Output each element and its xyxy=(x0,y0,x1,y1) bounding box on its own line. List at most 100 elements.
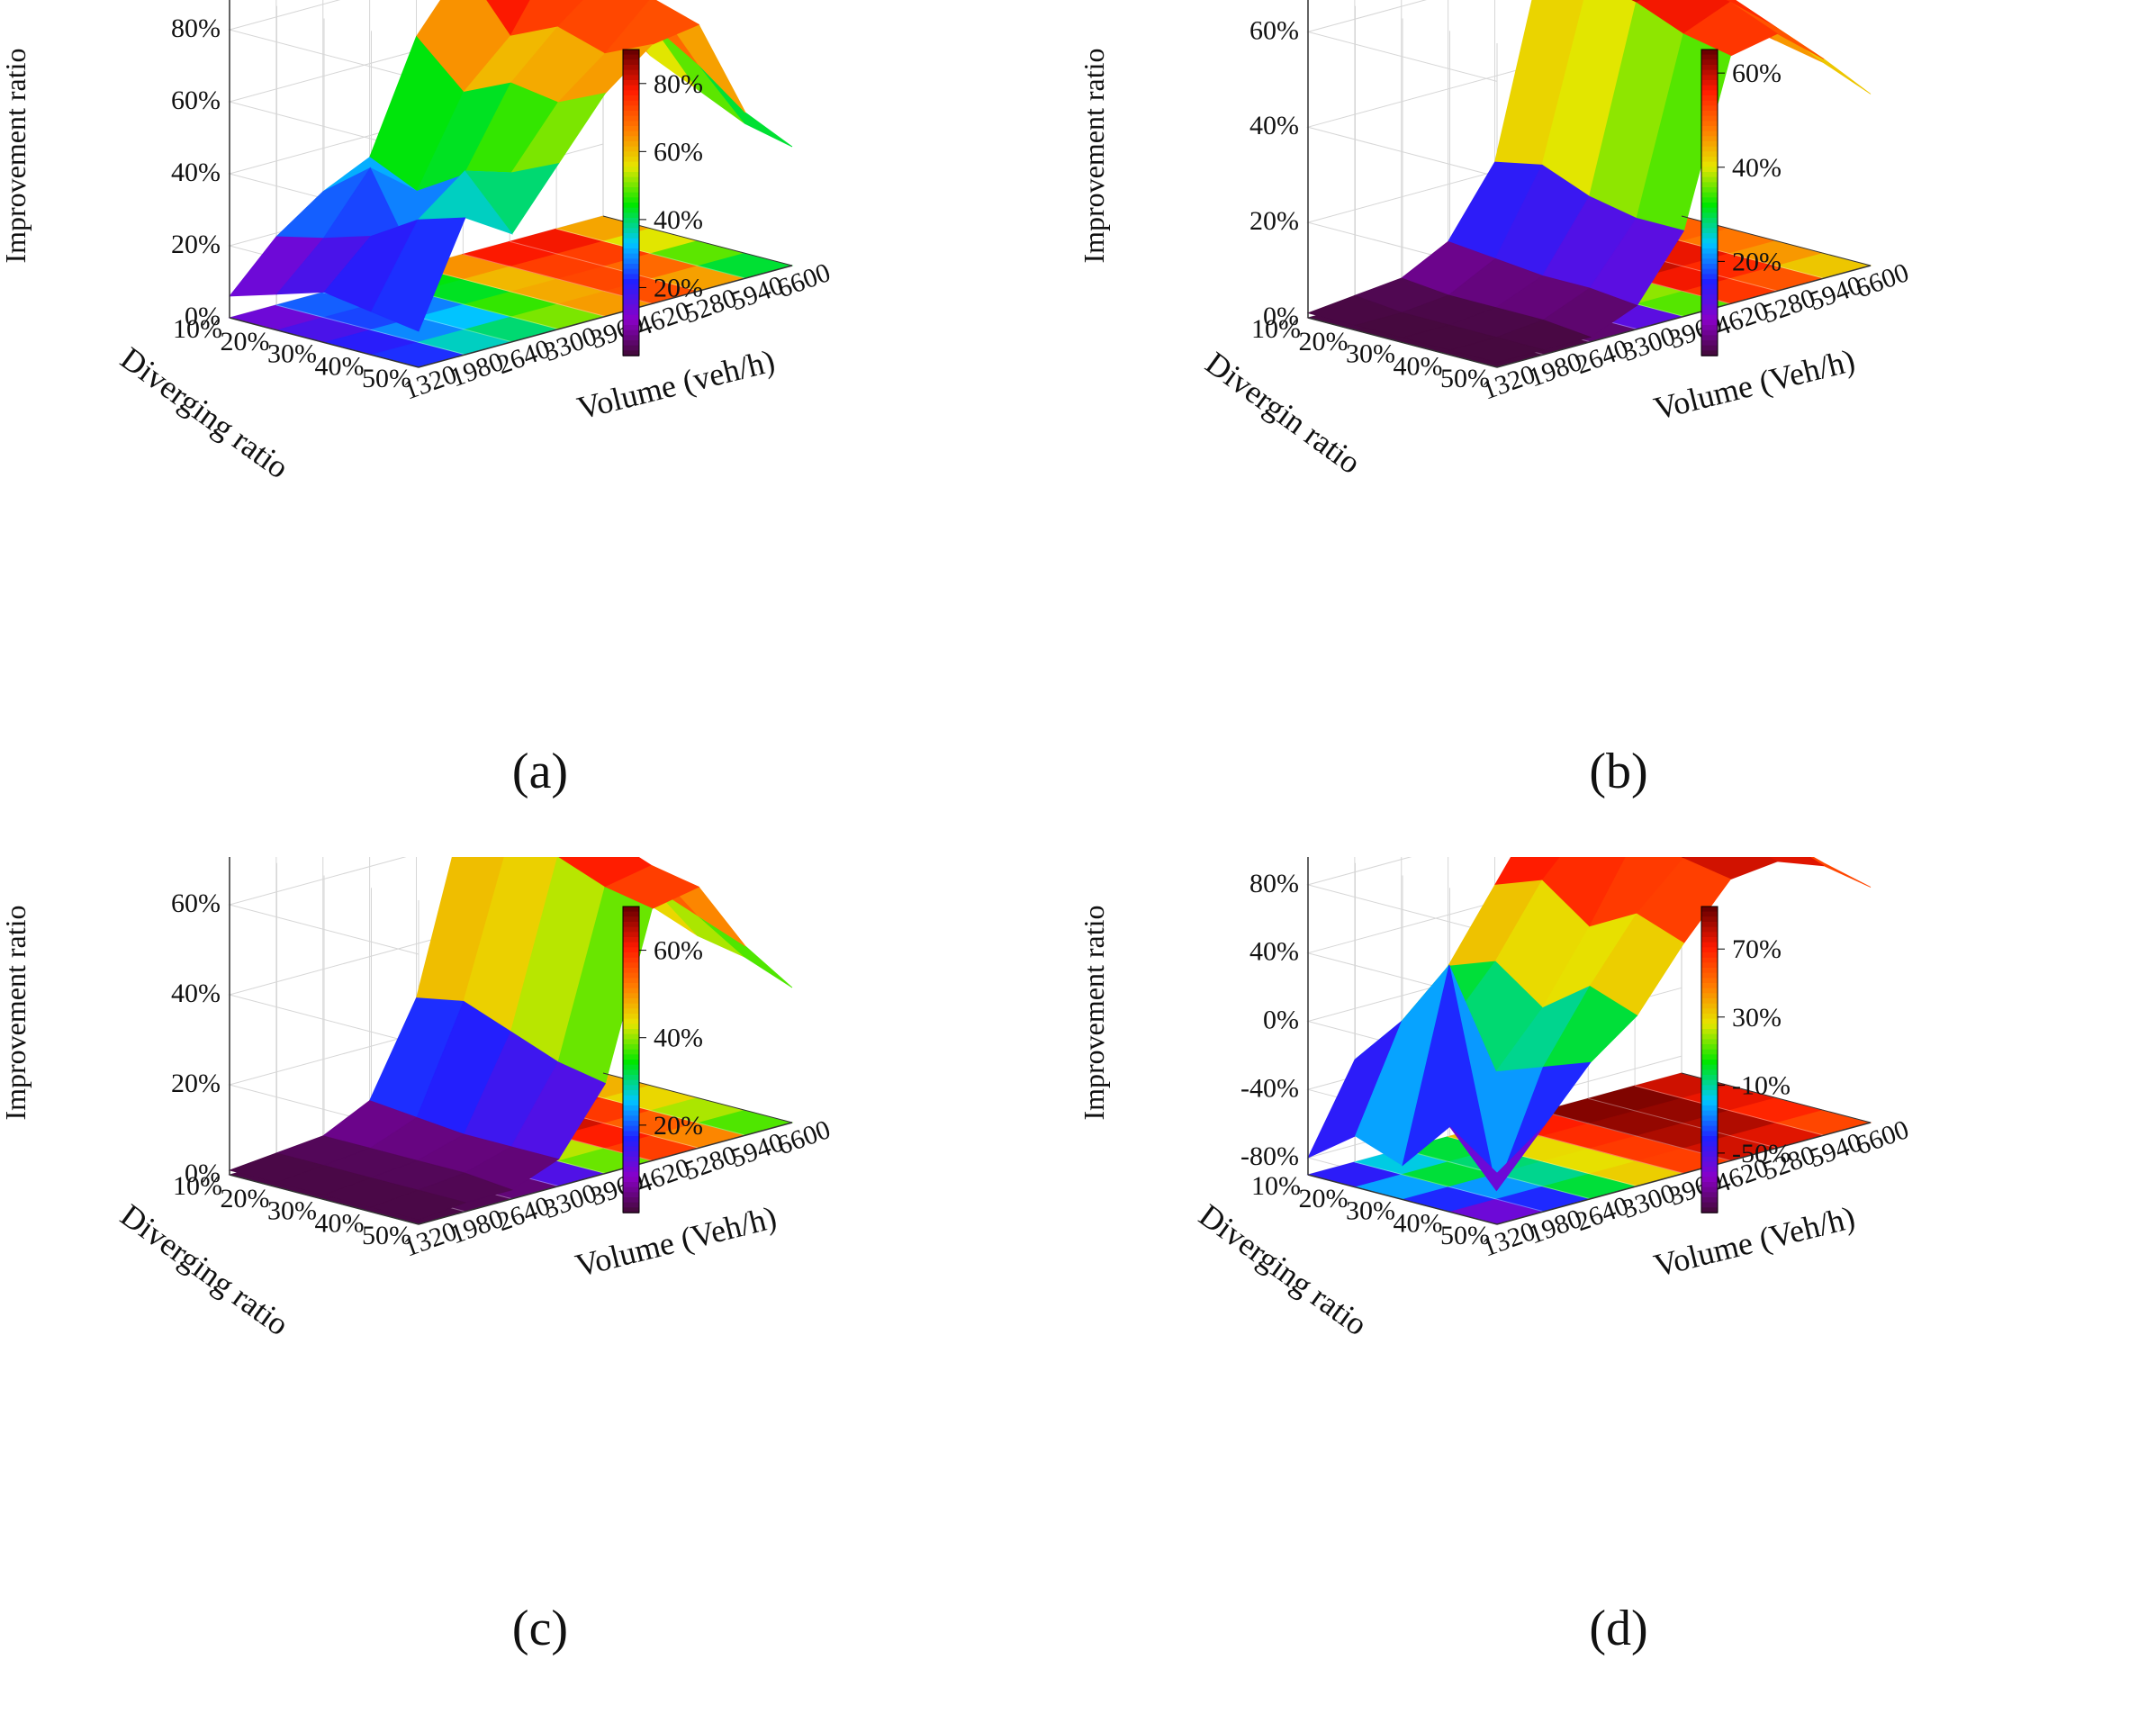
colorbar-frame xyxy=(1700,906,1718,1213)
colorbar-segment xyxy=(1701,203,1718,209)
colorbar-segment xyxy=(623,1060,639,1066)
colorbar-segment xyxy=(1701,335,1718,341)
colorbar-segment xyxy=(623,90,639,96)
z-axis-title: Improvement ratio xyxy=(1078,905,1110,1120)
colorbar-frame xyxy=(622,49,640,356)
colorbar-segment xyxy=(623,942,639,949)
floor-gridline xyxy=(555,228,746,279)
colorbar-segment xyxy=(1701,157,1718,163)
surface xyxy=(1307,857,1872,1193)
colorbar-segment xyxy=(623,182,639,188)
surface-cell xyxy=(1629,0,1643,4)
colorbar-segment xyxy=(623,151,639,158)
colorbar-segment xyxy=(1701,998,1718,1005)
colorbar-frame xyxy=(1700,49,1718,356)
colorbar-segment xyxy=(623,161,639,168)
colorbar-segment xyxy=(623,274,639,280)
colorbar-segment xyxy=(623,1049,639,1056)
colorbar-frame xyxy=(622,906,640,1213)
colorbar-segment xyxy=(1701,172,1718,178)
colorbar-segment xyxy=(623,233,639,239)
colorbar-segment xyxy=(1701,1018,1718,1025)
colorbar-tick-label: -50% xyxy=(1732,1139,1791,1168)
colorbar-segment xyxy=(623,335,639,341)
colorbar-segment xyxy=(1701,957,1718,964)
colorbar-segment xyxy=(623,993,639,999)
colorbar-tick-label: 40% xyxy=(654,205,703,235)
z-tick-label: 20% xyxy=(171,1069,221,1098)
colorbar-segment xyxy=(1701,85,1718,92)
colorbar-segment xyxy=(623,350,639,356)
colorbar-segment xyxy=(623,926,639,934)
colorbar-segment xyxy=(1701,1125,1718,1132)
colorbar-segment xyxy=(1701,274,1718,280)
colorbar-segment xyxy=(623,69,639,77)
z-tick-label: 0% xyxy=(185,1159,221,1188)
colorbar-segment xyxy=(1701,141,1718,148)
colorbar-segment xyxy=(623,131,639,138)
x-axis-title: Volume (Veh/h) xyxy=(572,1199,780,1284)
colorbar-segment xyxy=(623,1151,639,1158)
colorbar-segment xyxy=(623,65,639,71)
colorbar-segment xyxy=(1701,294,1718,301)
colorbar-segment xyxy=(623,1171,639,1178)
colorbar-segment xyxy=(1701,253,1718,260)
colorbar-segment xyxy=(1701,264,1718,270)
z-tick-label: 40% xyxy=(171,979,221,1008)
y-axis-line xyxy=(229,1174,419,1225)
y-axis-line xyxy=(1307,317,1498,368)
surface-cell xyxy=(370,217,466,332)
panel-caption: (c) xyxy=(512,1601,568,1656)
colorbar-tick-label: 20% xyxy=(654,273,703,302)
y-tick-label: 50% xyxy=(362,1221,411,1250)
colorbar-segment xyxy=(623,238,639,245)
colorbar-segment xyxy=(1701,1085,1718,1091)
colorbar-segment xyxy=(623,268,639,275)
z-axis-title: Improvement ratio xyxy=(0,905,32,1120)
colorbar-segment xyxy=(623,937,639,943)
colorbar-segment xyxy=(623,284,639,291)
y-axis-title: Divergin ratio xyxy=(1199,345,1367,481)
colorbar-segment xyxy=(623,1085,639,1091)
colorbar-segment xyxy=(623,1197,639,1204)
colorbar-segment xyxy=(623,258,639,265)
colorbar-segment xyxy=(623,1202,639,1209)
z-tick-label: 20% xyxy=(1249,206,1299,236)
colorbar-segment xyxy=(623,1161,639,1168)
colorbar-tick-label: 60% xyxy=(1732,59,1782,88)
colorbar-segment xyxy=(1701,1069,1718,1076)
colorbar-segment xyxy=(623,253,639,260)
chart-panel-a: 1320 1980 2640 3300 3960 4620 5280 5940 6600 10% 2… xyxy=(0,0,1078,857)
colorbar-segment xyxy=(1701,1192,1718,1198)
colorbar-segment xyxy=(623,115,639,122)
x-axis-line xyxy=(1496,1122,1872,1225)
y-tick-label: 20% xyxy=(1299,327,1349,356)
x-axis-title: Volume (Veh/h) xyxy=(1650,1199,1858,1284)
colorbar-segment xyxy=(623,922,639,928)
colorbar-segment xyxy=(1701,75,1718,81)
colorbar-segment xyxy=(1701,1146,1718,1152)
colorbar-segment xyxy=(623,248,639,255)
floor-gridline xyxy=(1541,1110,1731,1161)
colorbar-segment xyxy=(623,111,639,117)
colorbar-segment xyxy=(1701,932,1718,938)
colorbar-segment xyxy=(1701,926,1718,934)
colorbar-segment xyxy=(623,207,639,214)
colorbar-segment xyxy=(1701,233,1718,239)
z-tick-label: 0% xyxy=(185,302,221,331)
x-axis-line xyxy=(418,1122,793,1225)
colorbar-segment xyxy=(623,320,639,326)
colorbar-segment xyxy=(1701,258,1718,265)
y-tick-label: 10% xyxy=(1251,1171,1301,1201)
colorbar-tick-label: 80% xyxy=(654,69,703,99)
floor-gridline xyxy=(463,253,653,304)
colorbar-segment xyxy=(623,907,639,913)
colorbar-segment xyxy=(1701,1003,1718,1010)
colorbar-segment xyxy=(623,1054,639,1060)
colorbar-segment xyxy=(1701,952,1718,959)
y-tick-label: 30% xyxy=(267,1196,317,1226)
colorbar-segment xyxy=(623,932,639,938)
colorbar-segment xyxy=(1701,54,1718,61)
colorbar-segment xyxy=(1701,121,1718,127)
colorbar-segment xyxy=(623,243,639,249)
